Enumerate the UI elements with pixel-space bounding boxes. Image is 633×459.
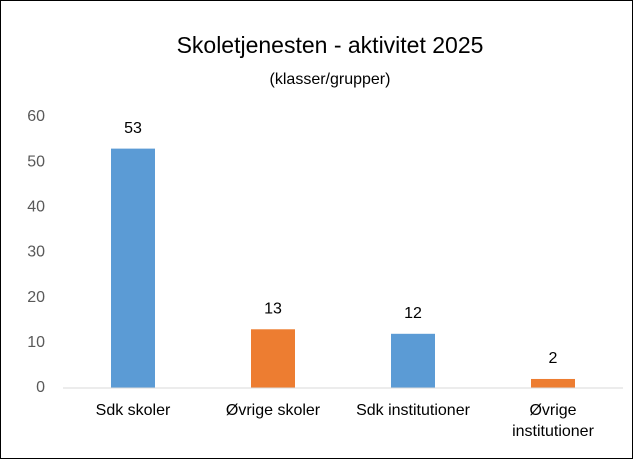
y-tick-label: 30 [27,244,45,261]
data-label: 53 [124,120,142,137]
bar [111,148,155,388]
y-tick-label: 10 [27,334,45,351]
y-tick-label: 50 [27,153,45,170]
x-tick-label: Øvrige institutioner [512,402,594,440]
bar [531,378,575,388]
y-tick-label: 20 [27,289,45,306]
data-label: 12 [404,305,422,322]
y-tick-label: 0 [36,379,45,396]
x-tick-label: Sdk institutioner [356,402,470,419]
y-tick-label: 60 [27,108,45,125]
y-tick-label: 40 [27,199,45,216]
bar [391,333,435,388]
x-tick-label: Sdk skoler [95,402,171,419]
x-tick-label: Øvrige skoler [225,402,321,419]
data-label: 2 [549,350,558,367]
data-label: 13 [264,301,282,318]
chart-title: Skoletjenesten - aktivitet 2025 [177,32,484,58]
chart-subtitle: (klasser/grupper) [270,71,391,88]
bar [251,329,295,388]
